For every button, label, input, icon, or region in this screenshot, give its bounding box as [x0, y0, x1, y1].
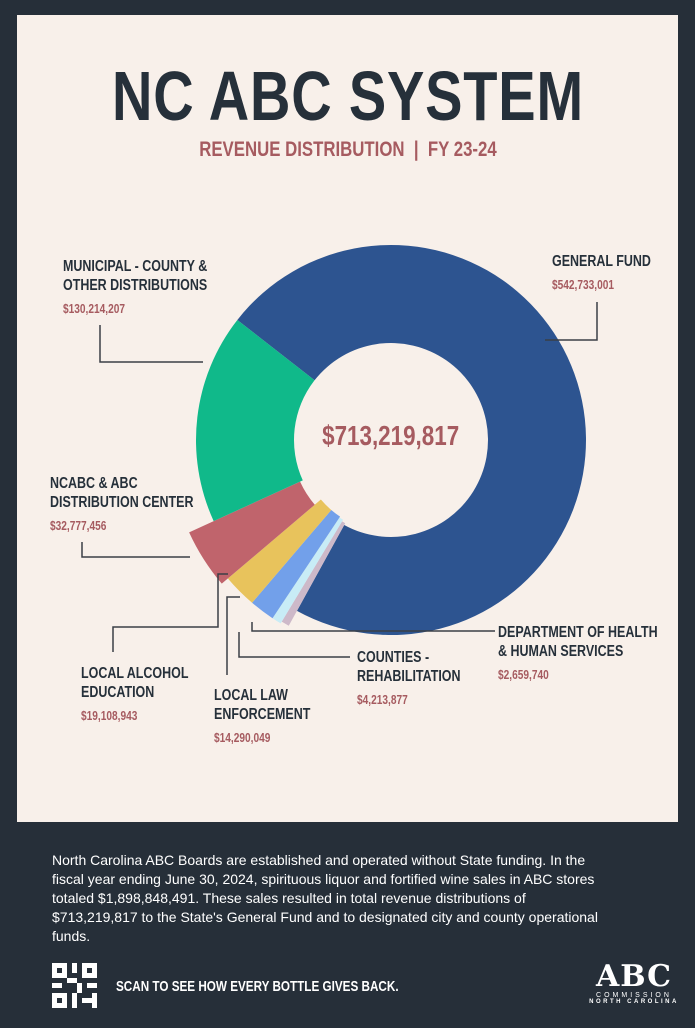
slice-local-law-enforcement	[252, 509, 341, 619]
footer-description: North Carolina ABC Boards are establishe…	[52, 852, 598, 944]
label-ncabc: NCABC & ABC DISTRIBUTION CENTER $32,777,45…	[50, 475, 194, 533]
label-alcohol-education: LOCAL ALCOHOL EDUCATION $19,108,943	[81, 665, 189, 723]
leader-line-ncabc	[81, 542, 190, 558]
abc-commission-logo: ABC COMMISSION NORTH CAROLINA	[589, 959, 679, 1006]
label-general-fund: GENERAL FUND $542,733,001	[552, 253, 651, 292]
scan-cta: SCAN TO SEE HOW EVERY BOTTLE GIVES BACK.	[116, 978, 399, 995]
leader-line-law	[226, 596, 240, 675]
leader-line-alcohol	[112, 573, 228, 652]
leader-line-counties	[238, 632, 350, 658]
leader-line-general-fund	[545, 302, 598, 341]
slice-department-of-health-human-services	[281, 521, 346, 626]
slice-municipal-county-other-distributions	[196, 319, 315, 522]
page-subtitle: REVENUE DISTRIBUTION | FY 23-24	[198, 138, 497, 161]
slice-counties-rehabilitation	[272, 517, 344, 624]
slice-general-fund	[237, 245, 587, 635]
page-title: NC ABC SYSTEM	[111, 57, 584, 135]
slice-ncabc-abc-distribution-center	[189, 481, 315, 584]
qr-code-icon[interactable]	[52, 963, 97, 1008]
label-dhhs: DEPARTMENT OF HEALTH & HUMAN SERVICES $2,6…	[498, 624, 658, 682]
leader-line-municipal	[99, 325, 203, 363]
label-counties: COUNTIES - REHABILITATION $4,213,877	[357, 649, 461, 707]
label-law-enforcement: LOCAL LAW ENFORCEMENT $14,290,049	[214, 687, 311, 745]
slice-local-alcohol-education	[227, 499, 332, 603]
leader-line-dhhs	[251, 622, 495, 632]
total-revenue-center: $713,219,817	[322, 420, 460, 451]
label-municipal: MUNICIPAL - COUNTY & OTHER DISTRIBUTIONS $…	[63, 258, 208, 316]
